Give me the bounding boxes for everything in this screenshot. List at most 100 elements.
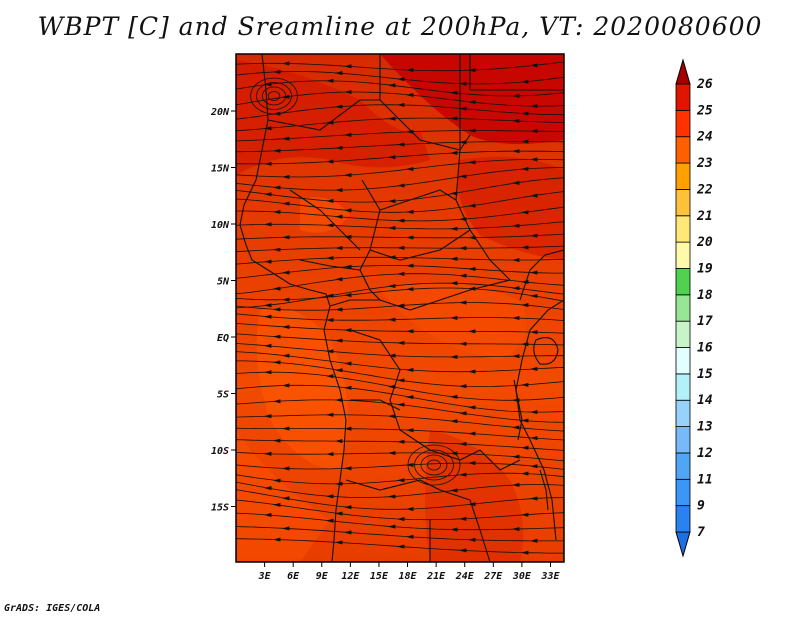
streamline-arrow [344,385,352,390]
streamline-arrow [326,198,334,204]
colorbar-swatch [675,347,691,375]
colorbar-level-label: 25 [696,103,713,118]
streamline-arrow [512,425,520,430]
streamline-arrow [397,142,405,147]
streamline [236,462,564,470]
colorbar-swatch [675,505,691,533]
colorbar-level-label: 15 [697,367,713,382]
streamline-arrow [468,502,476,507]
colorbar-level-label: 24 [696,130,713,145]
streamline-arrow [468,405,476,410]
streamline-arrow [282,496,290,501]
streamline-arrow [521,342,529,347]
streamline-arrow [326,256,334,261]
colorbar-level-label: 21 [696,209,713,224]
streamline-arrow [468,461,476,466]
streamline-arrow [264,451,272,456]
lon-tick-label: 18E [399,571,418,582]
streamline-arrow [273,286,281,291]
colorbar-level-label: 16 [697,341,713,356]
streamline-arrow [459,174,467,179]
grads-credit: GrADS: IGES/COLA [4,603,101,614]
lon-tick-label: 15E [370,571,389,582]
streamline [236,159,564,178]
streamline-arrow [530,410,538,415]
streamline [236,287,564,302]
streamline-arrow [450,90,458,95]
streamline-arrow [512,257,520,263]
streamline-arrow [344,173,352,178]
temperature-field [236,54,564,562]
streamline-arrow [326,412,334,417]
streamline [236,512,564,531]
streamline-arrow [512,315,520,321]
streamline-arrow [406,67,414,73]
streamline-arrow [521,302,529,308]
streamline-arrow [530,129,538,134]
streamline-arrow [273,399,281,404]
streamline-arrow [326,120,334,125]
streamline-arrow [459,516,467,521]
streamline-arrow [397,544,405,549]
vortex-ring [267,91,281,101]
streamline [236,427,564,441]
streamline-arrow [264,414,272,419]
streamline-arrow [335,188,343,193]
streamline-arrow [273,537,281,542]
streamline [236,384,564,413]
colorbar-swatch [675,136,691,164]
colorbar-level-label: 12 [697,446,713,461]
streamline-arrow [282,426,290,431]
streamline-arrow [326,452,334,457]
streamline-arrow [406,395,414,400]
lat-tick-label: 5S [217,390,229,401]
colorbar-level-label: 7 [697,525,705,540]
streamline-arrow [459,384,467,389]
streamline-arrow [388,225,396,231]
streamline-arrow [326,349,334,354]
streamline-arrow [326,317,334,323]
streamline-arrow [521,382,529,387]
streamline-arrow [264,314,272,319]
lat-tick-label: 10S [211,446,229,457]
axis-ticks: 20N 15N 10N 5N EQ 5S 10S 15S 3E 6E 9E 12E 15E 18E 21E 2… [210,107,561,582]
streamline-arrow [512,223,520,228]
streamline-arrow [468,68,476,73]
streamline-arrow [530,104,538,109]
streamline [236,414,564,432]
streamline-arrow [468,128,476,133]
streamline-arrow [397,303,405,308]
streamline-arrow [530,464,538,469]
streamline-arrow [468,431,476,436]
lat-tick-label: EQ [217,333,229,344]
streamline-arrow [388,384,396,389]
streamline-arrow [326,159,334,164]
streamline-arrow [521,550,529,555]
lon-tick-label: 30E [512,571,532,582]
streamline-arrow [282,466,290,471]
streamline-arrow [388,450,396,456]
streamline-arrow [450,315,458,320]
streamline-arrow [264,343,272,348]
streamline-arrow [521,245,529,250]
streamline-arrow [282,353,290,358]
streamline-arrow [335,397,343,403]
streamline-arrow [344,132,352,138]
streamline-arrow [530,270,538,275]
streamline-arrow [282,94,290,99]
colorbar-swatch [675,452,691,480]
streamline [236,256,564,265]
streamline-arrow [459,341,467,346]
streamline-arrow [459,472,467,477]
streamline-arrow [282,174,290,179]
streamline-arrow [468,235,476,240]
colorbar-swatch [675,189,691,217]
streamline-arrow [406,367,414,373]
streamline-arrow [406,329,414,334]
streamline-arrow [512,286,520,291]
streamline-arrow [344,426,352,431]
streamline-arrow [406,129,414,134]
streamline [236,233,564,240]
streamline-arrow [273,307,281,312]
lon-tick-label: 6E [287,571,300,582]
